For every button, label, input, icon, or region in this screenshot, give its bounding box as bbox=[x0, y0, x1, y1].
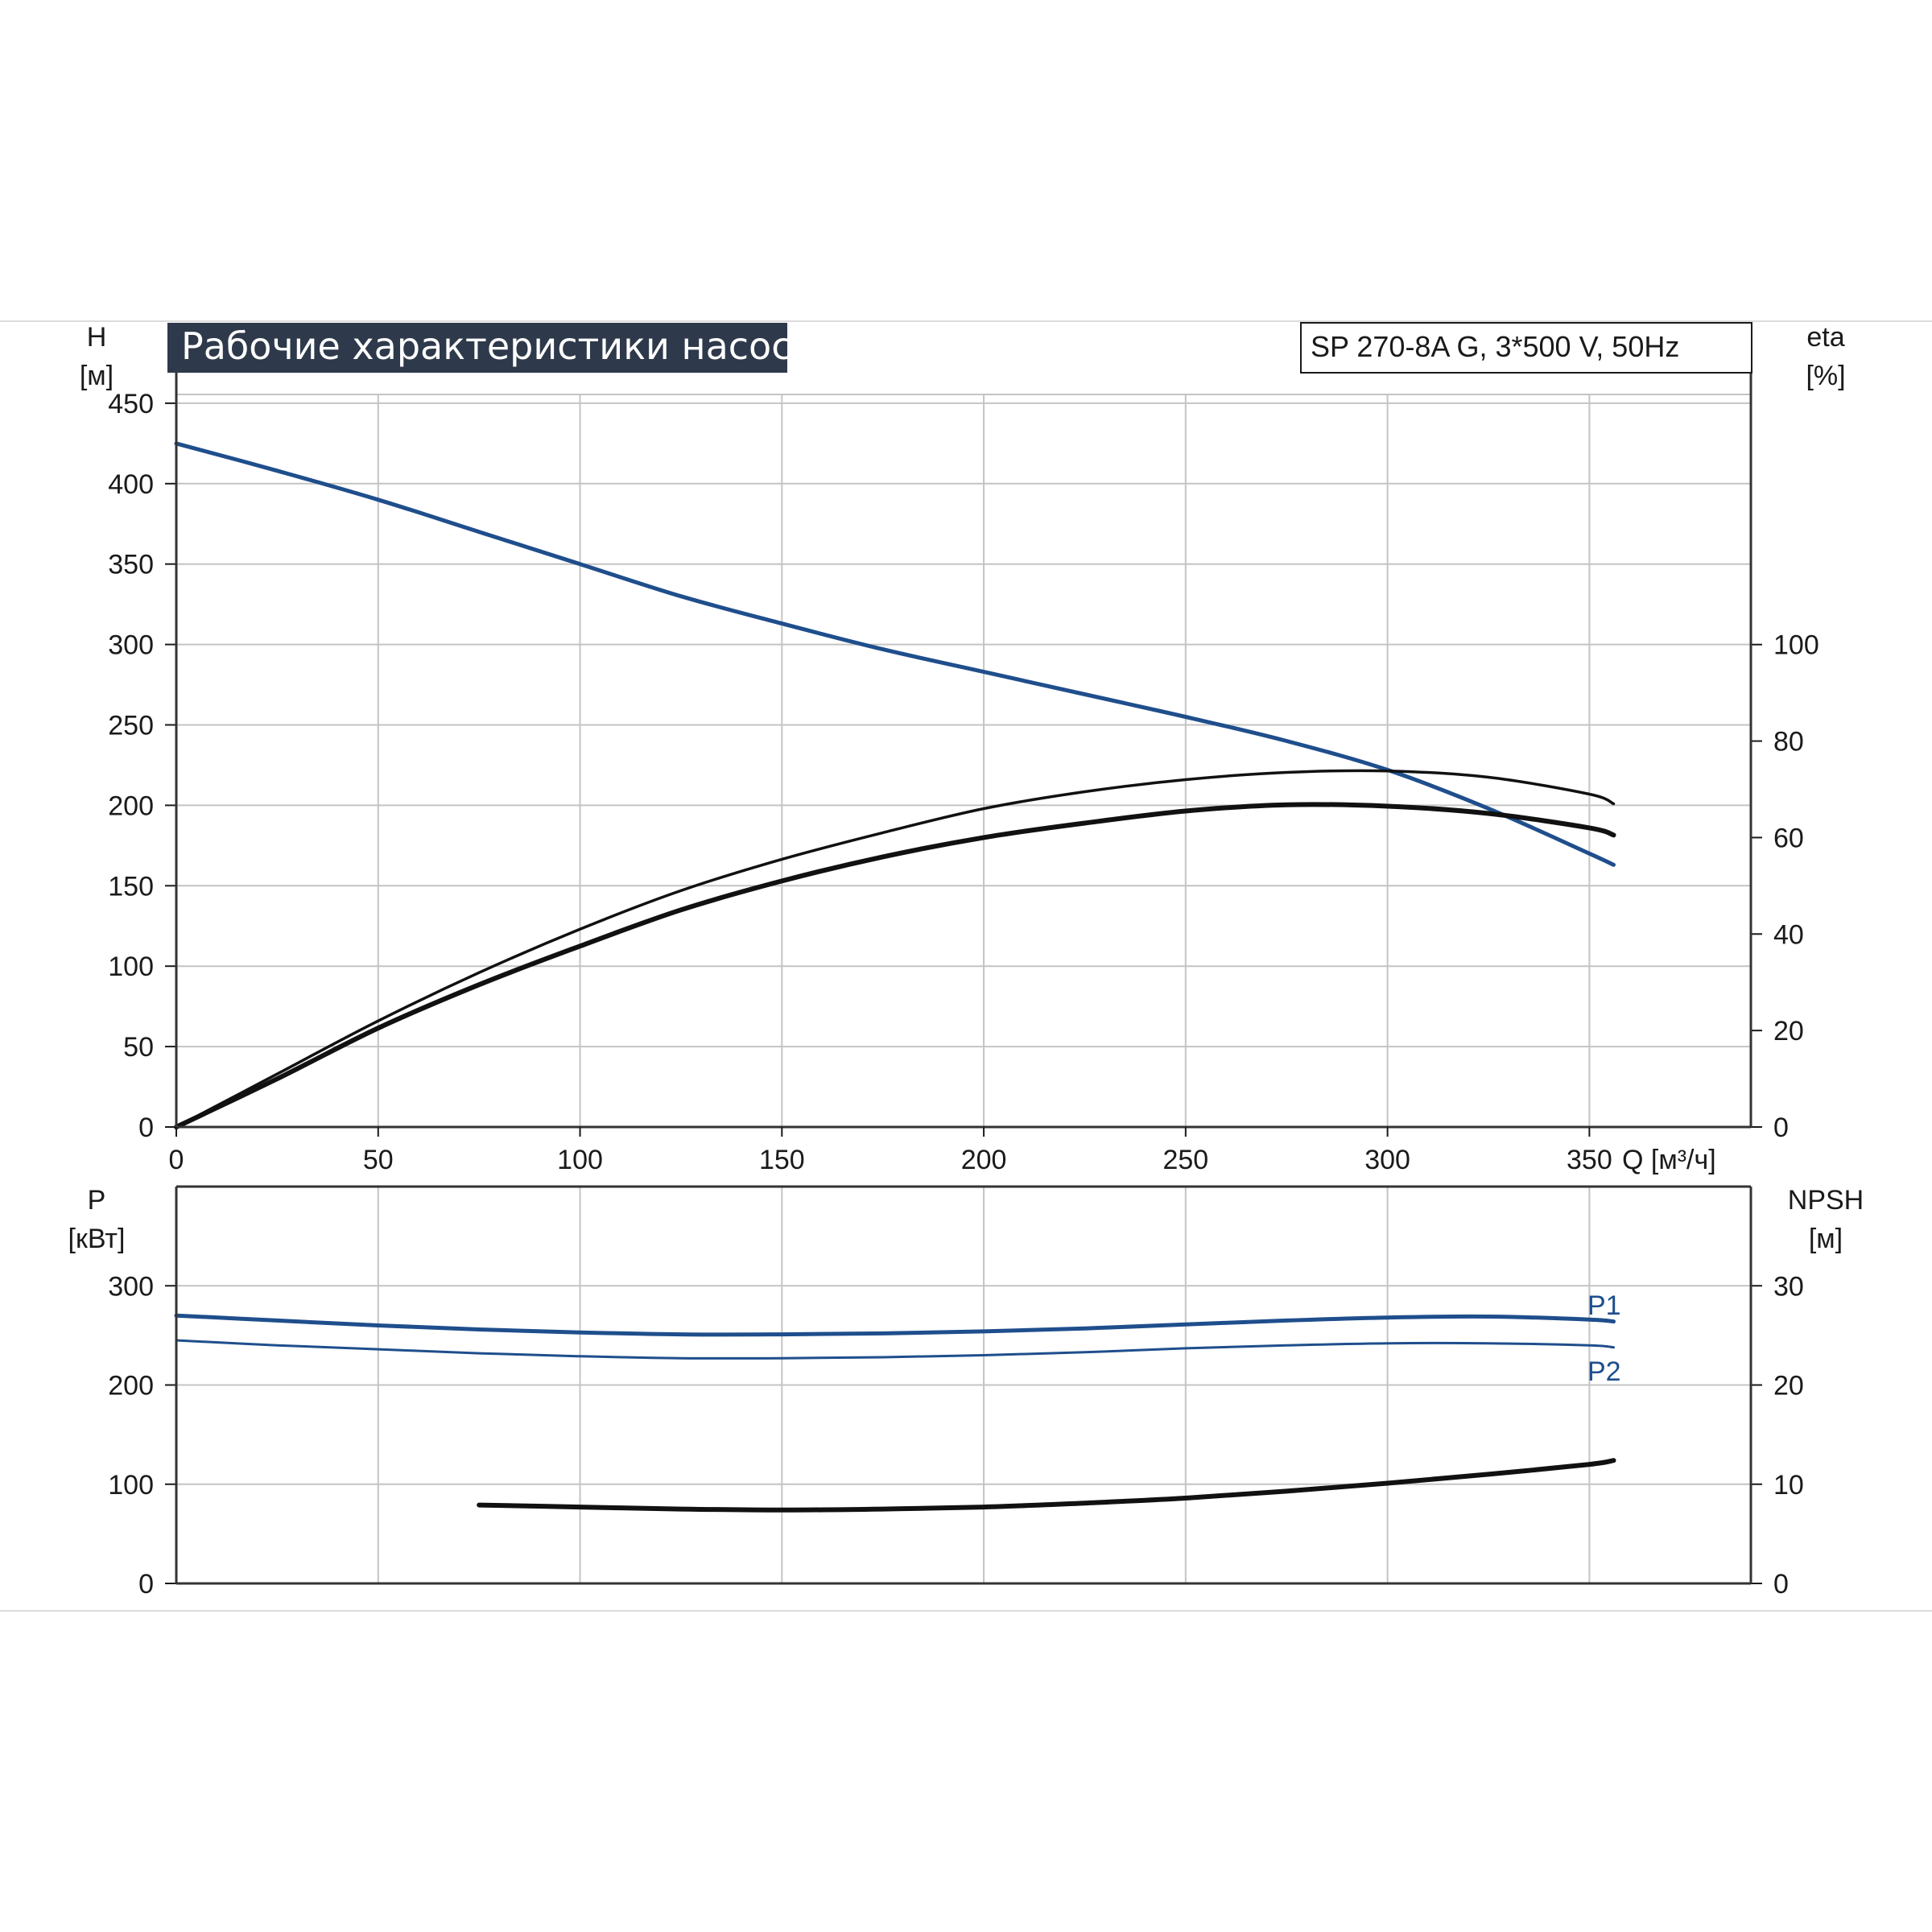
text-layer: 0501001502002503003504004500204060801000… bbox=[68, 322, 1864, 1600]
lower-left-tick-label: 0 bbox=[138, 1569, 154, 1600]
upper-left-axis-title: H bbox=[87, 322, 107, 353]
model-label: SP 270-8A G, 3*500 V, 50Hz bbox=[1311, 330, 1679, 363]
legend-label-p1: P1 bbox=[1587, 1290, 1621, 1321]
x-axis-title: Q [м³/ч] bbox=[1622, 1145, 1716, 1175]
legend-label-p2: P2 bbox=[1587, 1356, 1621, 1387]
x-tick-label: 0 bbox=[169, 1145, 184, 1175]
lower-left-axis-unit: [кВт] bbox=[68, 1224, 126, 1254]
lower-right-tick-label: 10 bbox=[1773, 1470, 1804, 1501]
lower-right-tick-label: 30 bbox=[1773, 1271, 1804, 1302]
lower-left-tick-label: 100 bbox=[108, 1470, 154, 1501]
upper-left-tick-label: 100 bbox=[108, 952, 154, 982]
upper-right-tick-label: 80 bbox=[1773, 727, 1804, 758]
upper-right-tick-label: 60 bbox=[1773, 823, 1804, 853]
x-tick-label: 150 bbox=[759, 1145, 805, 1175]
upper-right-axis-unit: [%] bbox=[1806, 361, 1845, 391]
chart-title: Рабочие характеристики насоса bbox=[181, 324, 815, 368]
title-background bbox=[167, 323, 787, 373]
lower-series-p2-curve bbox=[175, 1339, 1615, 1360]
model-box bbox=[1300, 322, 1752, 374]
lower-left-tick-label: 200 bbox=[108, 1371, 154, 1402]
upper-left-tick-label: 150 bbox=[108, 871, 154, 902]
lower-right-tick-label: 20 bbox=[1773, 1371, 1804, 1402]
upper-left-tick-label: 450 bbox=[108, 389, 154, 419]
upper-left-axis-unit: [м] bbox=[80, 361, 114, 391]
x-tick-label: 200 bbox=[961, 1145, 1007, 1175]
upper-left-tick-label: 0 bbox=[138, 1113, 154, 1143]
grid-layer bbox=[176, 394, 1751, 1583]
upper-right-axis-title: eta bbox=[1806, 322, 1844, 353]
upper-left-tick-label: 300 bbox=[108, 630, 154, 661]
series-layer bbox=[174, 441, 1616, 1513]
x-tick-label: 300 bbox=[1364, 1145, 1410, 1175]
lower-left-tick-label: 300 bbox=[108, 1271, 154, 1302]
lower-series-2-curve bbox=[477, 1458, 1616, 1513]
upper-right-tick-label: 100 bbox=[1773, 630, 1819, 661]
upper-left-tick-label: 50 bbox=[123, 1032, 154, 1063]
upper-left-tick-label: 250 bbox=[108, 711, 154, 741]
upper-left-tick-label: 400 bbox=[108, 469, 154, 500]
upper-right-tick-label: 40 bbox=[1773, 919, 1804, 950]
x-tick-label: 50 bbox=[363, 1145, 394, 1175]
upper-series-0-curve bbox=[174, 441, 1616, 867]
x-tick-label: 250 bbox=[1162, 1145, 1208, 1175]
upper-left-tick-label: 350 bbox=[108, 550, 154, 580]
x-tick-label: 350 bbox=[1567, 1145, 1612, 1175]
frame-layer bbox=[0, 320, 1932, 1612]
x-tick-label: 100 bbox=[557, 1145, 603, 1175]
upper-right-tick-label: 0 bbox=[1773, 1113, 1789, 1143]
lower-right-tick-label: 0 bbox=[1773, 1569, 1789, 1600]
lower-series-p1-curve bbox=[174, 1313, 1616, 1337]
upper-series-2-curve bbox=[174, 802, 1616, 1129]
lower-left-axis-title: P bbox=[88, 1185, 106, 1216]
upper-series-1-curve bbox=[175, 769, 1616, 1129]
lower-right-axis-unit: [м] bbox=[1809, 1224, 1843, 1254]
lower-right-axis-title: NPSH bbox=[1788, 1185, 1864, 1216]
upper-left-tick-label: 200 bbox=[108, 791, 154, 821]
upper-right-tick-label: 20 bbox=[1773, 1016, 1804, 1046]
